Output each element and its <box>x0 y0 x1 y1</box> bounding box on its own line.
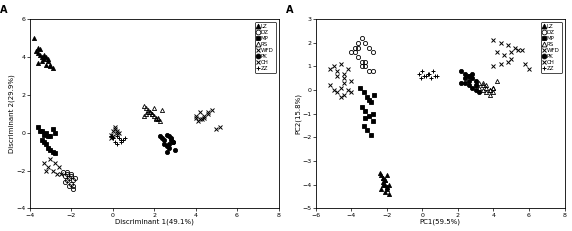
Text: A: A <box>0 5 7 15</box>
Legend: LZ, DZ, MP, RS, WFD, PK, CH, ZZ: LZ, DZ, MP, RS, WFD, PK, CH, ZZ <box>255 22 276 73</box>
X-axis label: PC1(59.5%): PC1(59.5%) <box>420 219 460 225</box>
Legend: LZ, DZ, MP, RS, WFD, PK, CH, ZZ: LZ, DZ, MP, RS, WFD, PK, CH, ZZ <box>541 22 562 73</box>
Y-axis label: Discriminant 2(29.9%): Discriminant 2(29.9%) <box>9 74 15 153</box>
Text: A: A <box>286 5 293 15</box>
Y-axis label: PC2(15.8%): PC2(15.8%) <box>295 93 301 134</box>
X-axis label: Discriminant 1(49.1%): Discriminant 1(49.1%) <box>114 219 193 225</box>
